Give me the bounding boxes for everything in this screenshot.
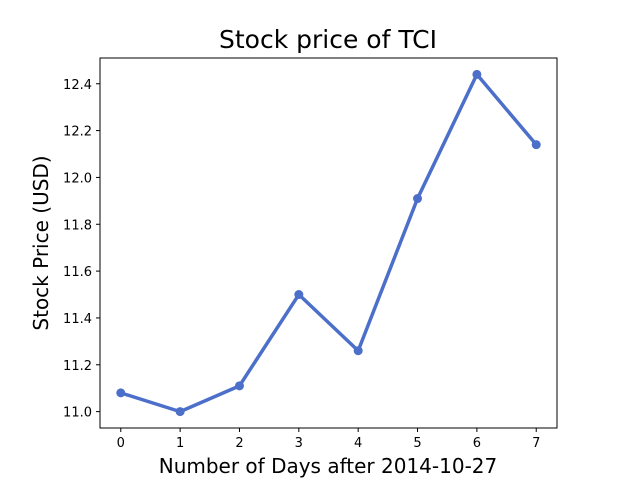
x-axis-ticks: 0 1 2 3 4 5 6 7 <box>117 428 540 451</box>
y-axis-label: Stock Price (USD) <box>29 155 53 330</box>
plot-frame <box>99 57 558 429</box>
data-point <box>531 140 541 150</box>
x-tick-label: 4 <box>354 436 362 451</box>
x-tick-label: 2 <box>235 436 243 451</box>
y-tick-label: 11.6 <box>63 265 92 280</box>
y-tick-label: 11.0 <box>63 406 92 421</box>
data-point <box>472 69 482 79</box>
x-tick-label: 0 <box>117 436 125 451</box>
chart-title: Stock price of TCI <box>219 25 437 54</box>
data-point <box>353 346 363 356</box>
y-tick-label: 12.0 <box>63 171 92 186</box>
y-tick-label: 11.8 <box>63 218 92 233</box>
x-tick-label: 7 <box>532 436 540 451</box>
y-axis-ticks: 11.0 11.2 11.4 11.6 11.8 12.0 12.2 12.4 <box>63 78 100 421</box>
data-point <box>294 290 304 300</box>
x-tick-label: 3 <box>295 436 303 451</box>
data-point <box>234 381 244 391</box>
data-point <box>175 407 185 417</box>
x-tick-label: 6 <box>473 436 481 451</box>
y-tick-label: 11.4 <box>63 312 92 327</box>
x-tick-label: 1 <box>176 436 184 451</box>
data-point <box>116 388 126 398</box>
series-line <box>119 72 538 414</box>
y-tick-label: 12.2 <box>63 125 92 140</box>
x-axis-label: Number of Days after 2014-10-27 <box>159 454 498 478</box>
y-tick-label: 11.2 <box>63 359 92 374</box>
x-tick-label: 5 <box>413 436 421 451</box>
y-tick-label: 12.4 <box>63 78 92 93</box>
data-point <box>413 194 423 204</box>
series-layer <box>116 69 541 417</box>
